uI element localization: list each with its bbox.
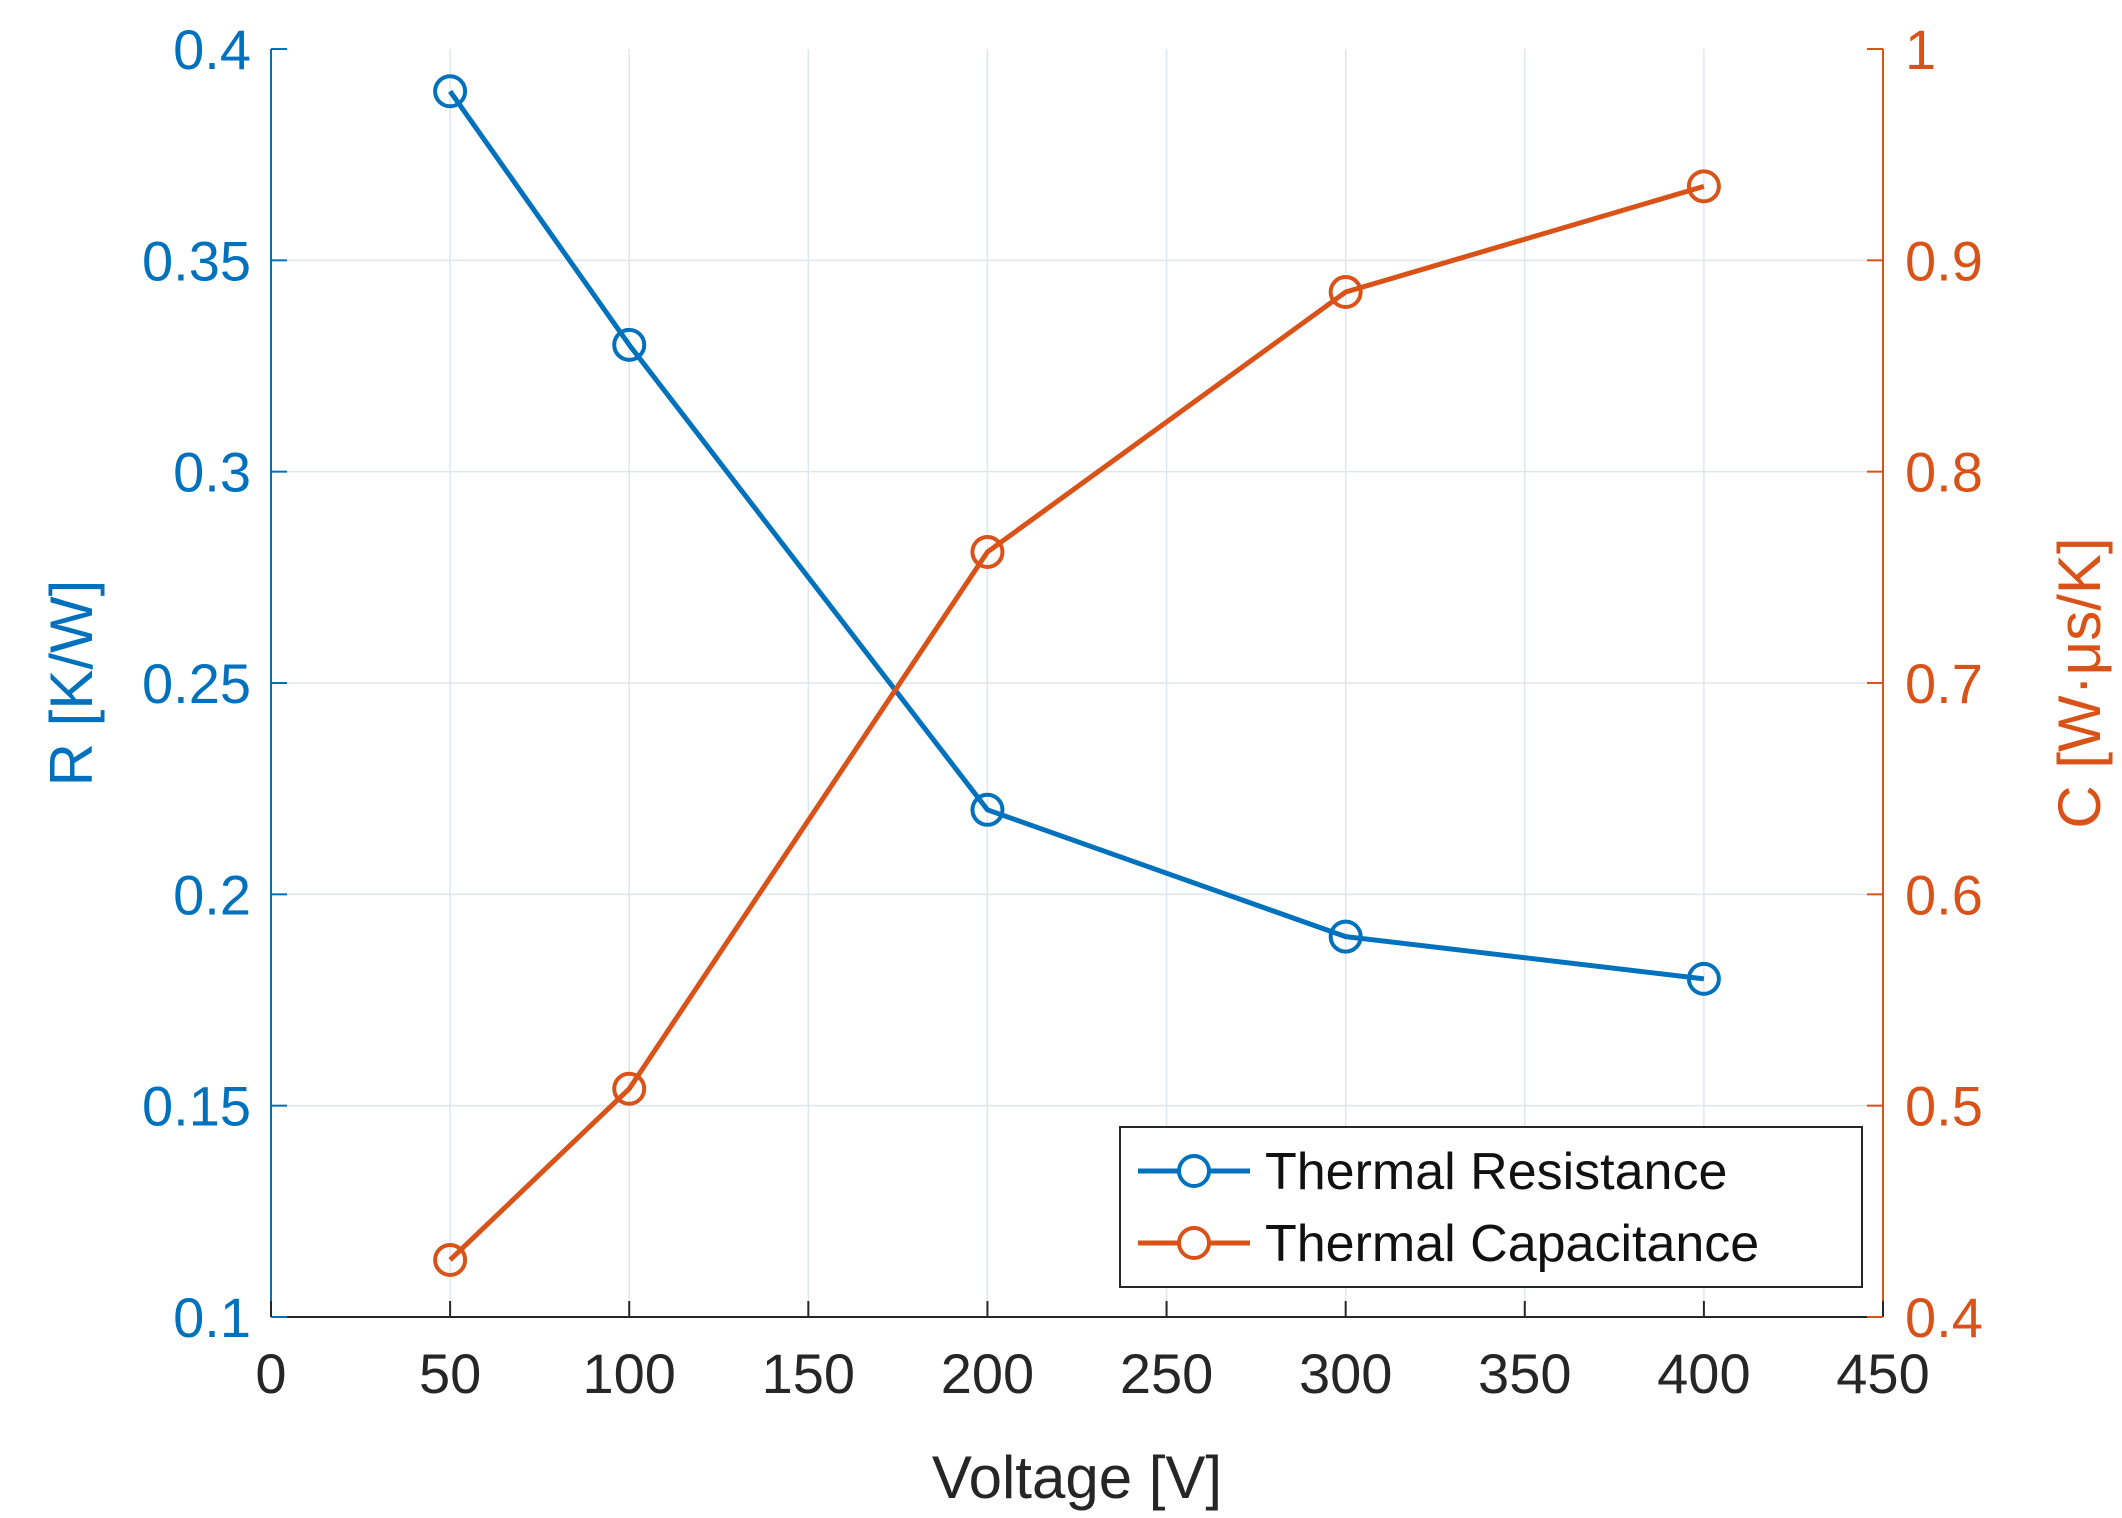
left-y-tick-label: 0.35	[142, 229, 251, 292]
x-tick-label: 300	[1299, 1342, 1392, 1405]
left-y-tick-label: 0.3	[173, 441, 251, 504]
data-point	[1686, 169, 1721, 204]
x-tick-label: 100	[583, 1342, 676, 1405]
right-y-tick-label: 0.7	[1905, 652, 1983, 715]
x-tick-label: 150	[762, 1342, 855, 1405]
legend-box	[1119, 1126, 1863, 1288]
series-line	[448, 183, 1705, 1262]
series-thermal-capacitance	[433, 169, 1721, 1277]
x-tick-label: 250	[1120, 1342, 1213, 1405]
data-point	[970, 792, 1005, 827]
data-point	[433, 74, 468, 109]
data-point	[1686, 961, 1721, 996]
legend-swatch-marker	[1177, 1154, 1211, 1188]
x-axis-title: Voltage [V]	[932, 1444, 1222, 1511]
left-y-axis-title: R [K/W]	[38, 580, 105, 787]
right-y-tick-label: 0.4	[1905, 1286, 1983, 1349]
legend-label: Thermal Resistance	[1265, 1143, 1727, 1201]
data-point	[612, 1071, 647, 1106]
right-y-tick-label: 0.5	[1905, 1075, 1983, 1138]
left-y-tick-label: 0.2	[173, 863, 251, 926]
series-layer	[433, 74, 1721, 1277]
right-y-axis-title: C [W·μs/K]	[2046, 537, 2113, 828]
x-tick-label: 200	[941, 1342, 1034, 1405]
right-y-tick-label: 0.8	[1905, 441, 1983, 504]
data-point	[612, 327, 647, 362]
x-tick-label: 350	[1478, 1342, 1571, 1405]
legend-swatch-marker	[1177, 1226, 1211, 1260]
right-y-tick-label: 0.9	[1905, 229, 1983, 292]
left-y-tick-label: 0.25	[142, 652, 251, 715]
grid	[271, 49, 1883, 1317]
data-point	[1328, 275, 1363, 310]
x-tick-label: 400	[1657, 1342, 1750, 1405]
axes: 0 50 100 150 200 250 300 350 400 450 0.1 0.15 0.2 0.2…	[38, 18, 2113, 1511]
series-line	[448, 89, 1705, 982]
legend: Thermal Resistance Thermal Capacitance	[1119, 1126, 1863, 1288]
right-y-tick-label: 0.6	[1905, 863, 1983, 926]
data-point	[970, 534, 1005, 569]
x-tick-label: 50	[419, 1342, 481, 1405]
data-point	[1328, 919, 1363, 954]
data-point	[433, 1242, 468, 1277]
left-y-tick-label: 0.1	[173, 1286, 251, 1349]
series-thermal-resistance	[433, 74, 1721, 996]
right-y-tick-label: 1	[1905, 18, 1936, 81]
left-y-tick-label: 0.4	[173, 18, 251, 81]
x-tick-label: 0	[255, 1342, 286, 1405]
x-tick-label: 450	[1836, 1342, 1929, 1405]
left-y-tick-label: 0.15	[142, 1075, 251, 1138]
legend-label: Thermal Capacitance	[1265, 1215, 1759, 1273]
